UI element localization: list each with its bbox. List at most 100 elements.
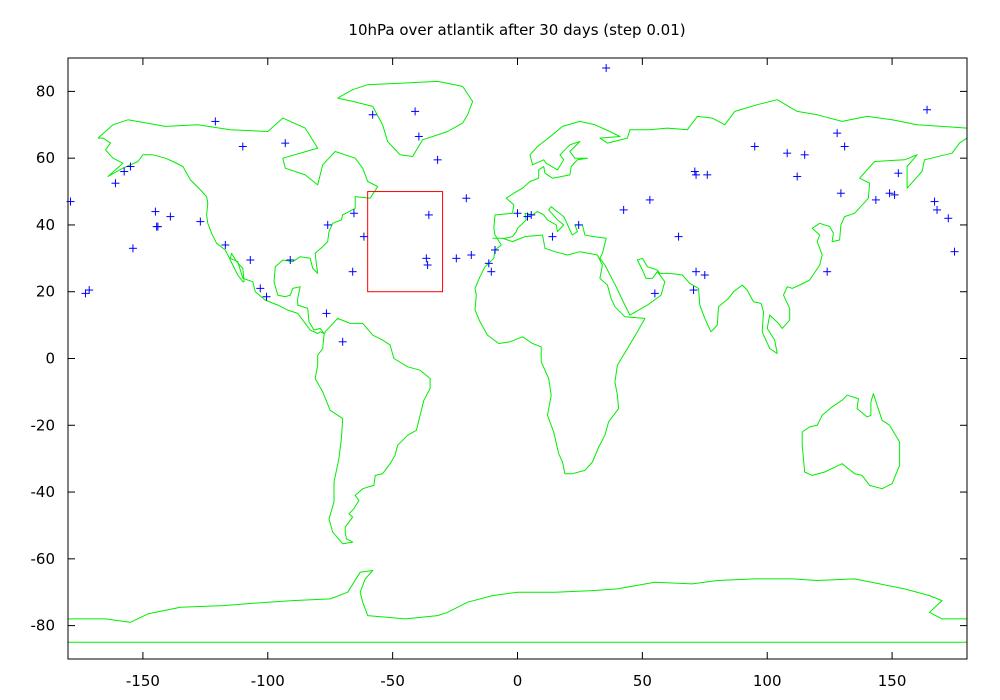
data-point bbox=[944, 214, 953, 223]
data-point bbox=[81, 289, 90, 298]
data-point bbox=[548, 232, 557, 241]
y-tick-label: -40 bbox=[31, 483, 56, 501]
coastlines bbox=[67, 80, 968, 643]
y-tick-label: 40 bbox=[36, 216, 55, 234]
data-point bbox=[238, 142, 247, 151]
plot-frame bbox=[67, 57, 968, 660]
data-point bbox=[368, 110, 377, 119]
data-point bbox=[126, 162, 135, 171]
data-point bbox=[196, 217, 205, 226]
data-point bbox=[423, 261, 432, 270]
data-point bbox=[692, 170, 701, 179]
data-point bbox=[523, 212, 532, 221]
y-tick-label: 60 bbox=[36, 149, 55, 167]
data-point bbox=[153, 222, 162, 231]
data-point bbox=[66, 197, 75, 206]
data-point bbox=[166, 212, 175, 221]
data-point bbox=[645, 195, 654, 204]
y-tick-label: -80 bbox=[31, 617, 56, 635]
data-point bbox=[323, 220, 332, 229]
data-point bbox=[700, 271, 709, 280]
data-point bbox=[933, 205, 942, 214]
data-point bbox=[484, 259, 493, 268]
data-point bbox=[890, 190, 899, 199]
y-tick-label: -60 bbox=[31, 550, 56, 568]
data-point bbox=[783, 149, 792, 158]
x-tick-label: -100 bbox=[251, 672, 285, 690]
coast-greenland bbox=[337, 80, 474, 157]
data-point bbox=[85, 286, 94, 295]
axis-ticks bbox=[68, 58, 967, 659]
data-point bbox=[246, 256, 255, 265]
chart-title: 10hPa over atlantik after 30 days (step … bbox=[348, 21, 685, 39]
data-point bbox=[840, 142, 849, 151]
data-point bbox=[793, 172, 802, 181]
x-tick-label: -150 bbox=[126, 672, 160, 690]
data-point bbox=[491, 245, 500, 254]
coast-antarctica bbox=[67, 570, 968, 643]
y-tick-label: 20 bbox=[36, 283, 55, 301]
data-point bbox=[674, 232, 683, 241]
data-point bbox=[221, 240, 230, 249]
data-point bbox=[871, 195, 880, 204]
data-point bbox=[619, 205, 628, 214]
coast-eurasia-africa bbox=[474, 99, 968, 475]
data-point bbox=[411, 107, 420, 116]
data-point bbox=[602, 64, 611, 73]
coast-south-america bbox=[314, 317, 431, 545]
data-point bbox=[281, 139, 290, 148]
data-point bbox=[689, 286, 698, 295]
x-tick-label: 100 bbox=[753, 672, 782, 690]
data-point bbox=[823, 267, 832, 276]
data-point bbox=[359, 232, 368, 241]
data-point bbox=[650, 289, 659, 298]
data-point bbox=[703, 170, 712, 179]
data-point bbox=[349, 209, 358, 218]
data-point bbox=[923, 105, 932, 114]
y-tick-label: 0 bbox=[45, 350, 55, 368]
coast-australia bbox=[801, 393, 901, 490]
x-tick-label: 0 bbox=[513, 672, 523, 690]
data-point bbox=[422, 254, 431, 263]
x-tick-label: 150 bbox=[878, 672, 907, 690]
axis-tick-labels: -150 -100 -50 0 50 100 150 80 60 40 20 0 -20 -40 -60 -8… bbox=[31, 82, 907, 690]
data-point bbox=[950, 247, 959, 256]
data-point bbox=[120, 167, 129, 176]
coast-north-america bbox=[97, 117, 379, 334]
data-point bbox=[836, 189, 845, 198]
y-tick-label: -20 bbox=[31, 416, 56, 434]
data-point bbox=[690, 167, 699, 176]
scatter-points bbox=[66, 64, 959, 346]
y-tick-label: 80 bbox=[36, 82, 55, 100]
data-point bbox=[322, 309, 331, 318]
data-point bbox=[414, 132, 423, 141]
data-point bbox=[262, 292, 271, 301]
data-point bbox=[462, 194, 471, 203]
data-point bbox=[424, 210, 433, 219]
data-point bbox=[111, 179, 120, 188]
data-point bbox=[286, 256, 295, 265]
region-box bbox=[367, 191, 444, 293]
data-point bbox=[800, 150, 809, 159]
data-point bbox=[338, 337, 347, 346]
data-point bbox=[348, 267, 357, 276]
data-point bbox=[211, 117, 220, 126]
data-point bbox=[574, 220, 583, 229]
data-point bbox=[128, 244, 137, 253]
data-point bbox=[750, 142, 759, 151]
data-point bbox=[833, 129, 842, 138]
data-point bbox=[894, 169, 903, 178]
data-point bbox=[452, 254, 461, 263]
data-point bbox=[692, 267, 701, 276]
data-point bbox=[256, 284, 265, 293]
data-point bbox=[433, 155, 442, 164]
x-tick-label: -50 bbox=[380, 672, 405, 690]
data-point bbox=[487, 267, 496, 276]
data-point bbox=[885, 189, 894, 198]
data-point bbox=[930, 197, 939, 206]
data-point bbox=[151, 207, 160, 216]
data-point bbox=[527, 210, 536, 219]
data-point bbox=[467, 250, 476, 259]
x-tick-label: 50 bbox=[633, 672, 652, 690]
